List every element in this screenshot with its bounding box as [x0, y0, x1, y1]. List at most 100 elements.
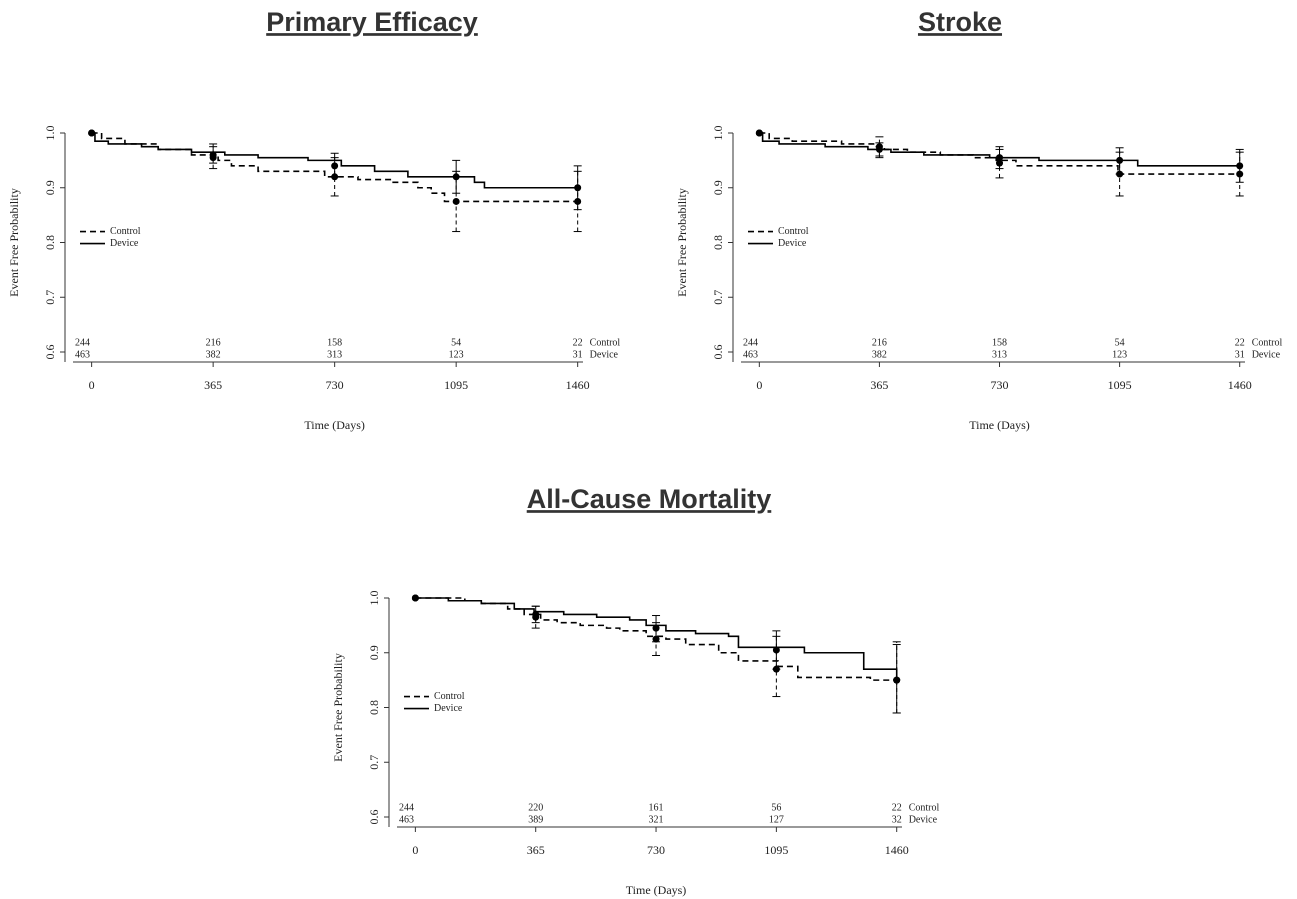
y-tick-label: 0.9	[43, 180, 57, 195]
y-tick-label: 0.7	[367, 755, 381, 770]
estimate-point	[875, 145, 883, 153]
at-risk-count: 216	[206, 337, 221, 348]
y-axis-label: Event Free Probability	[7, 188, 21, 297]
x-axis-label: Time (Days)	[969, 418, 1030, 432]
at-risk-count: 22	[892, 802, 902, 813]
km-curve	[91, 132, 578, 189]
x-tick-label: 730	[991, 378, 1009, 392]
at-risk-count: 54	[451, 337, 461, 348]
y-tick-label: 0.6	[711, 345, 725, 360]
y-tick-label: 1.0	[367, 591, 381, 606]
at-risk-count: 22	[573, 337, 583, 348]
y-tick-label: 0.9	[367, 645, 381, 660]
estimate-point	[893, 676, 901, 684]
km-curve	[759, 132, 1240, 167]
at-risk-count: 216	[872, 337, 887, 348]
km-curve	[415, 597, 898, 681]
estimate-point	[574, 184, 582, 192]
x-tick-label: 365	[527, 843, 545, 857]
at-risk-count: 313	[327, 349, 342, 360]
x-tick-label: 1460	[566, 378, 590, 392]
at-risk-count: 56	[771, 802, 781, 813]
at-risk-count: 127	[769, 814, 784, 825]
legend-label: Control	[110, 226, 141, 237]
estimate-point	[652, 624, 660, 632]
at-risk-count: 382	[872, 349, 887, 360]
km-curve	[759, 132, 1240, 175]
x-tick-label: 365	[870, 378, 888, 392]
at-risk-label: Device	[590, 349, 619, 360]
x-tick-label: 0	[89, 378, 95, 392]
estimate-point	[88, 129, 96, 137]
panel: All-Cause Mortality 0.6 0.7 0.8 0.9 1.0 0 365 73…	[331, 484, 940, 897]
at-risk-count: 382	[206, 349, 221, 360]
at-risk-count: 22	[1235, 337, 1245, 348]
at-risk-count: 123	[1112, 349, 1127, 360]
at-risk-count: 158	[327, 337, 342, 348]
at-risk-count: 463	[399, 814, 414, 825]
estimate-point	[1236, 162, 1244, 170]
legend-label: Device	[110, 238, 139, 249]
y-tick-label: 0.9	[711, 180, 725, 195]
x-tick-label: 730	[326, 378, 344, 392]
x-tick-label: 0	[756, 378, 762, 392]
panel: Primary Efficacy 0.6 0.7 0.8 0.9 1.0 0 365 730 10…	[7, 7, 621, 432]
x-tick-label: 1460	[1228, 378, 1252, 392]
chart-title: All-Cause Mortality	[527, 484, 772, 514]
y-tick-label: 1.0	[43, 126, 57, 141]
km-curve	[415, 597, 897, 681]
at-risk-count: 161	[649, 802, 664, 813]
at-risk-count: 244	[743, 337, 758, 348]
at-risk-label: Control	[909, 802, 940, 813]
x-tick-label: 730	[647, 843, 665, 857]
y-tick-label: 0.6	[367, 810, 381, 825]
at-risk-count: 321	[649, 814, 664, 825]
at-risk-count: 313	[992, 349, 1007, 360]
x-tick-label: 365	[204, 378, 222, 392]
estimate-point	[532, 610, 540, 618]
y-tick-label: 0.8	[711, 235, 725, 250]
at-risk-label: Device	[1252, 349, 1281, 360]
at-risk-count: 31	[1235, 349, 1245, 360]
x-tick-label: 0	[412, 843, 418, 857]
estimate-point	[1116, 156, 1124, 164]
at-risk-label: Control	[590, 337, 621, 348]
chart-title: Primary Efficacy	[266, 7, 478, 37]
x-tick-label: 1095	[444, 378, 468, 392]
estimate-point	[209, 151, 217, 159]
panel: Stroke 0.6 0.7 0.8 0.9 1.0 0 365 730 1095 1460 Time…	[675, 7, 1283, 432]
legend-label: Device	[778, 238, 807, 249]
x-tick-label: 1095	[1108, 378, 1132, 392]
y-tick-label: 0.8	[43, 235, 57, 250]
at-risk-count: 32	[892, 814, 902, 825]
estimate-point	[411, 594, 419, 602]
at-risk-count: 54	[1115, 337, 1125, 348]
y-axis-label: Event Free Probability	[331, 653, 345, 762]
y-tick-label: 0.6	[43, 345, 57, 360]
at-risk-count: 389	[528, 814, 543, 825]
at-risk-count: 244	[399, 802, 414, 813]
estimate-point	[996, 154, 1004, 162]
estimate-point	[755, 129, 763, 137]
estimate-point	[772, 646, 780, 654]
at-risk-label: Device	[909, 814, 938, 825]
x-axis-label: Time (Days)	[304, 418, 365, 432]
at-risk-count: 463	[75, 349, 90, 360]
y-axis-label: Event Free Probability	[675, 188, 689, 297]
at-risk-count: 244	[75, 337, 90, 348]
y-tick-label: 0.7	[43, 290, 57, 305]
x-tick-label: 1460	[885, 843, 909, 857]
chart-title: Stroke	[918, 7, 1002, 37]
legend-label: Control	[778, 226, 809, 237]
y-tick-label: 1.0	[711, 126, 725, 141]
at-risk-count: 123	[449, 349, 464, 360]
at-risk-label: Control	[1252, 337, 1283, 348]
legend-label: Control	[434, 691, 465, 702]
y-tick-label: 0.8	[367, 700, 381, 715]
at-risk-count: 158	[992, 337, 1007, 348]
at-risk-count: 31	[573, 349, 583, 360]
estimate-point	[331, 162, 339, 170]
estimate-point	[452, 197, 460, 205]
y-tick-label: 0.7	[711, 290, 725, 305]
